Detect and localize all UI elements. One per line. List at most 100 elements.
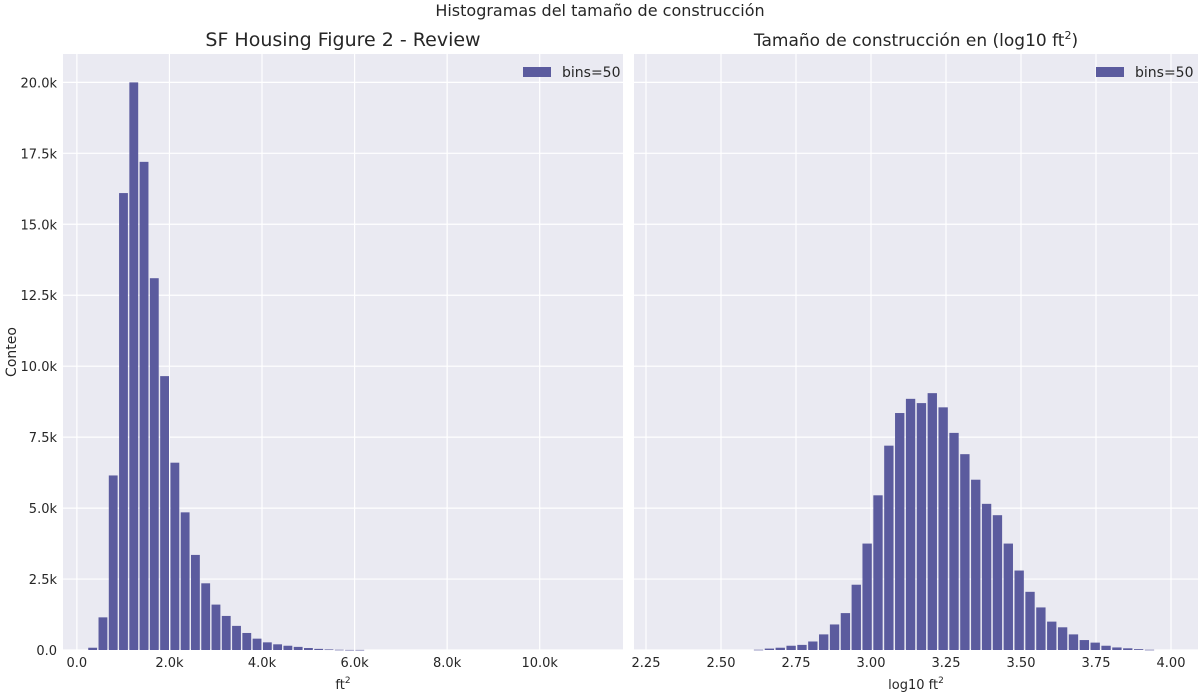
grid-right — [634, 54, 1198, 651]
bars-right — [753, 393, 1155, 651]
y-axis-label-left: Conteo — [4, 327, 20, 377]
histogram-bar — [905, 398, 916, 650]
legend-swatch-left — [523, 67, 551, 77]
histogram-bar — [862, 543, 872, 650]
chart-right: 2.25 2.50 2.75 3.00 3.25 3.50 3.75 4.00 Tamaño … — [632, 29, 1198, 693]
histogram-bar — [242, 632, 252, 650]
legend-label-left: bins=50 — [562, 65, 621, 81]
figure-suptitle: Histogramas del tamaño de construcción — [435, 1, 764, 20]
histogram-bar — [1025, 591, 1035, 650]
legend-swatch-right — [1096, 67, 1124, 77]
y-tick-label: 5.0k — [29, 502, 58, 517]
histogram-bar — [149, 278, 159, 650]
histogram-bar — [283, 645, 293, 650]
chart-left: 0.0 2.0k 4.0k 6.0k 8.0k 10.0k 0.0 2.5k 5.0k 7.5k… — [4, 29, 623, 693]
x-tick-label: 3.75 — [1082, 656, 1111, 671]
histogram-bar — [1068, 634, 1079, 650]
y-tick-label: 7.5k — [29, 431, 58, 446]
x-tick-label: 6.0k — [340, 656, 369, 671]
histogram-bar — [273, 644, 283, 650]
y-tick-label: 17.5k — [21, 147, 58, 162]
histogram-bar — [304, 648, 313, 650]
x-axis-label-right: log10 ft2 — [888, 676, 944, 693]
histogram-bar — [927, 393, 937, 650]
histogram-bar — [1133, 649, 1144, 650]
chart-title-right: Tamaño de construcción en (log10 ft2) — [753, 29, 1078, 51]
histogram-bar — [1057, 627, 1068, 650]
histogram-bar — [1036, 607, 1046, 650]
histogram-bar — [971, 479, 981, 650]
histogram-bar — [981, 503, 992, 650]
histogram-bar — [324, 649, 334, 651]
histogram-bar — [314, 648, 324, 650]
histogram-bar — [190, 554, 200, 650]
histogram-bar — [753, 649, 764, 651]
y-tick-label: 0.0 — [36, 644, 57, 659]
legend-left: bins=50 — [523, 65, 621, 81]
histogram-bar — [1047, 621, 1057, 650]
histogram-bar — [1079, 640, 1089, 650]
plot-area-right — [634, 54, 1198, 650]
histogram-bar — [119, 193, 128, 650]
histogram-bar — [797, 644, 807, 650]
histogram-bar — [840, 613, 851, 650]
histogram-bar — [1112, 647, 1122, 650]
bars-left — [88, 82, 365, 651]
legend-label-right: bins=50 — [1135, 65, 1194, 81]
y-tick-label: 12.5k — [21, 289, 58, 304]
y-tick-label: 20.0k — [21, 76, 58, 91]
y-tick-label: 15.0k — [21, 218, 58, 233]
x-tick-label: 2.75 — [782, 656, 811, 671]
x-axis-label-left: ft2 — [335, 676, 350, 693]
y-tick-labels-left: 0.0 2.5k 5.0k 7.5k 10.0k 12.5k 15.0k 17.5k 20.0k — [21, 76, 58, 659]
x-tick-label: 4.00 — [1157, 656, 1186, 671]
x-tick-label: 8.0k — [433, 656, 462, 671]
histogram-bar — [262, 642, 272, 650]
histogram-bar — [992, 515, 1003, 650]
histogram-bar — [1014, 570, 1024, 650]
histogram-bar — [1123, 648, 1133, 650]
y-tick-label: 10.0k — [21, 360, 58, 375]
x-axis-label-left-sup: 2 — [345, 676, 351, 686]
x-tick-labels-left: 0.0 2.0k 4.0k 6.0k 8.0k 10.0k — [67, 656, 559, 671]
x-tick-labels-right: 2.25 2.50 2.75 3.00 3.25 3.50 3.75 4.00 — [632, 656, 1186, 671]
histogram-bar — [829, 624, 840, 650]
histogram-bar — [786, 645, 796, 650]
histogram-bar — [1101, 645, 1111, 650]
histogram-bar — [938, 407, 948, 650]
histogram-bar — [180, 512, 190, 650]
histogram-bar — [252, 638, 262, 650]
histogram-bar — [221, 615, 231, 650]
chart-title-right-sup: 2 — [1064, 29, 1071, 42]
x-axis-label-right-sup: 2 — [938, 676, 944, 686]
histogram-bar — [851, 584, 861, 650]
histogram-bar — [160, 376, 170, 650]
chart-title-right-base: Tamaño de construcción en (log10 ft — [753, 31, 1065, 51]
x-axis-label-right-base: log10 ft — [888, 678, 938, 693]
chart-title-left: SF Housing Figure 2 - Review — [205, 29, 480, 51]
histogram-bar — [949, 432, 959, 650]
histogram-bar — [873, 495, 883, 650]
histogram-bar — [345, 649, 354, 651]
chart-title-right-end: ) — [1071, 31, 1078, 51]
x-tick-label: 3.25 — [932, 656, 961, 671]
histogram-bar — [170, 462, 180, 650]
histogram-bar — [108, 475, 118, 650]
histogram-bar — [139, 161, 149, 650]
y-tick-label: 2.5k — [29, 573, 58, 588]
histogram-bar — [201, 583, 211, 650]
histogram-bar — [960, 454, 970, 650]
histogram-bar — [1003, 543, 1013, 650]
histogram-bar — [916, 403, 927, 650]
x-tick-label: 4.0k — [248, 656, 277, 671]
x-tick-label: 3.00 — [857, 656, 886, 671]
x-tick-label: 3.50 — [1007, 656, 1036, 671]
x-tick-label: 2.0k — [155, 656, 184, 671]
histogram-bar — [808, 641, 818, 650]
x-tick-label: 2.50 — [707, 656, 736, 671]
legend-right: bins=50 — [1096, 65, 1194, 81]
x-tick-label: 10.0k — [521, 656, 558, 671]
x-tick-label: 2.25 — [632, 656, 661, 671]
histogram-bar — [884, 445, 894, 650]
